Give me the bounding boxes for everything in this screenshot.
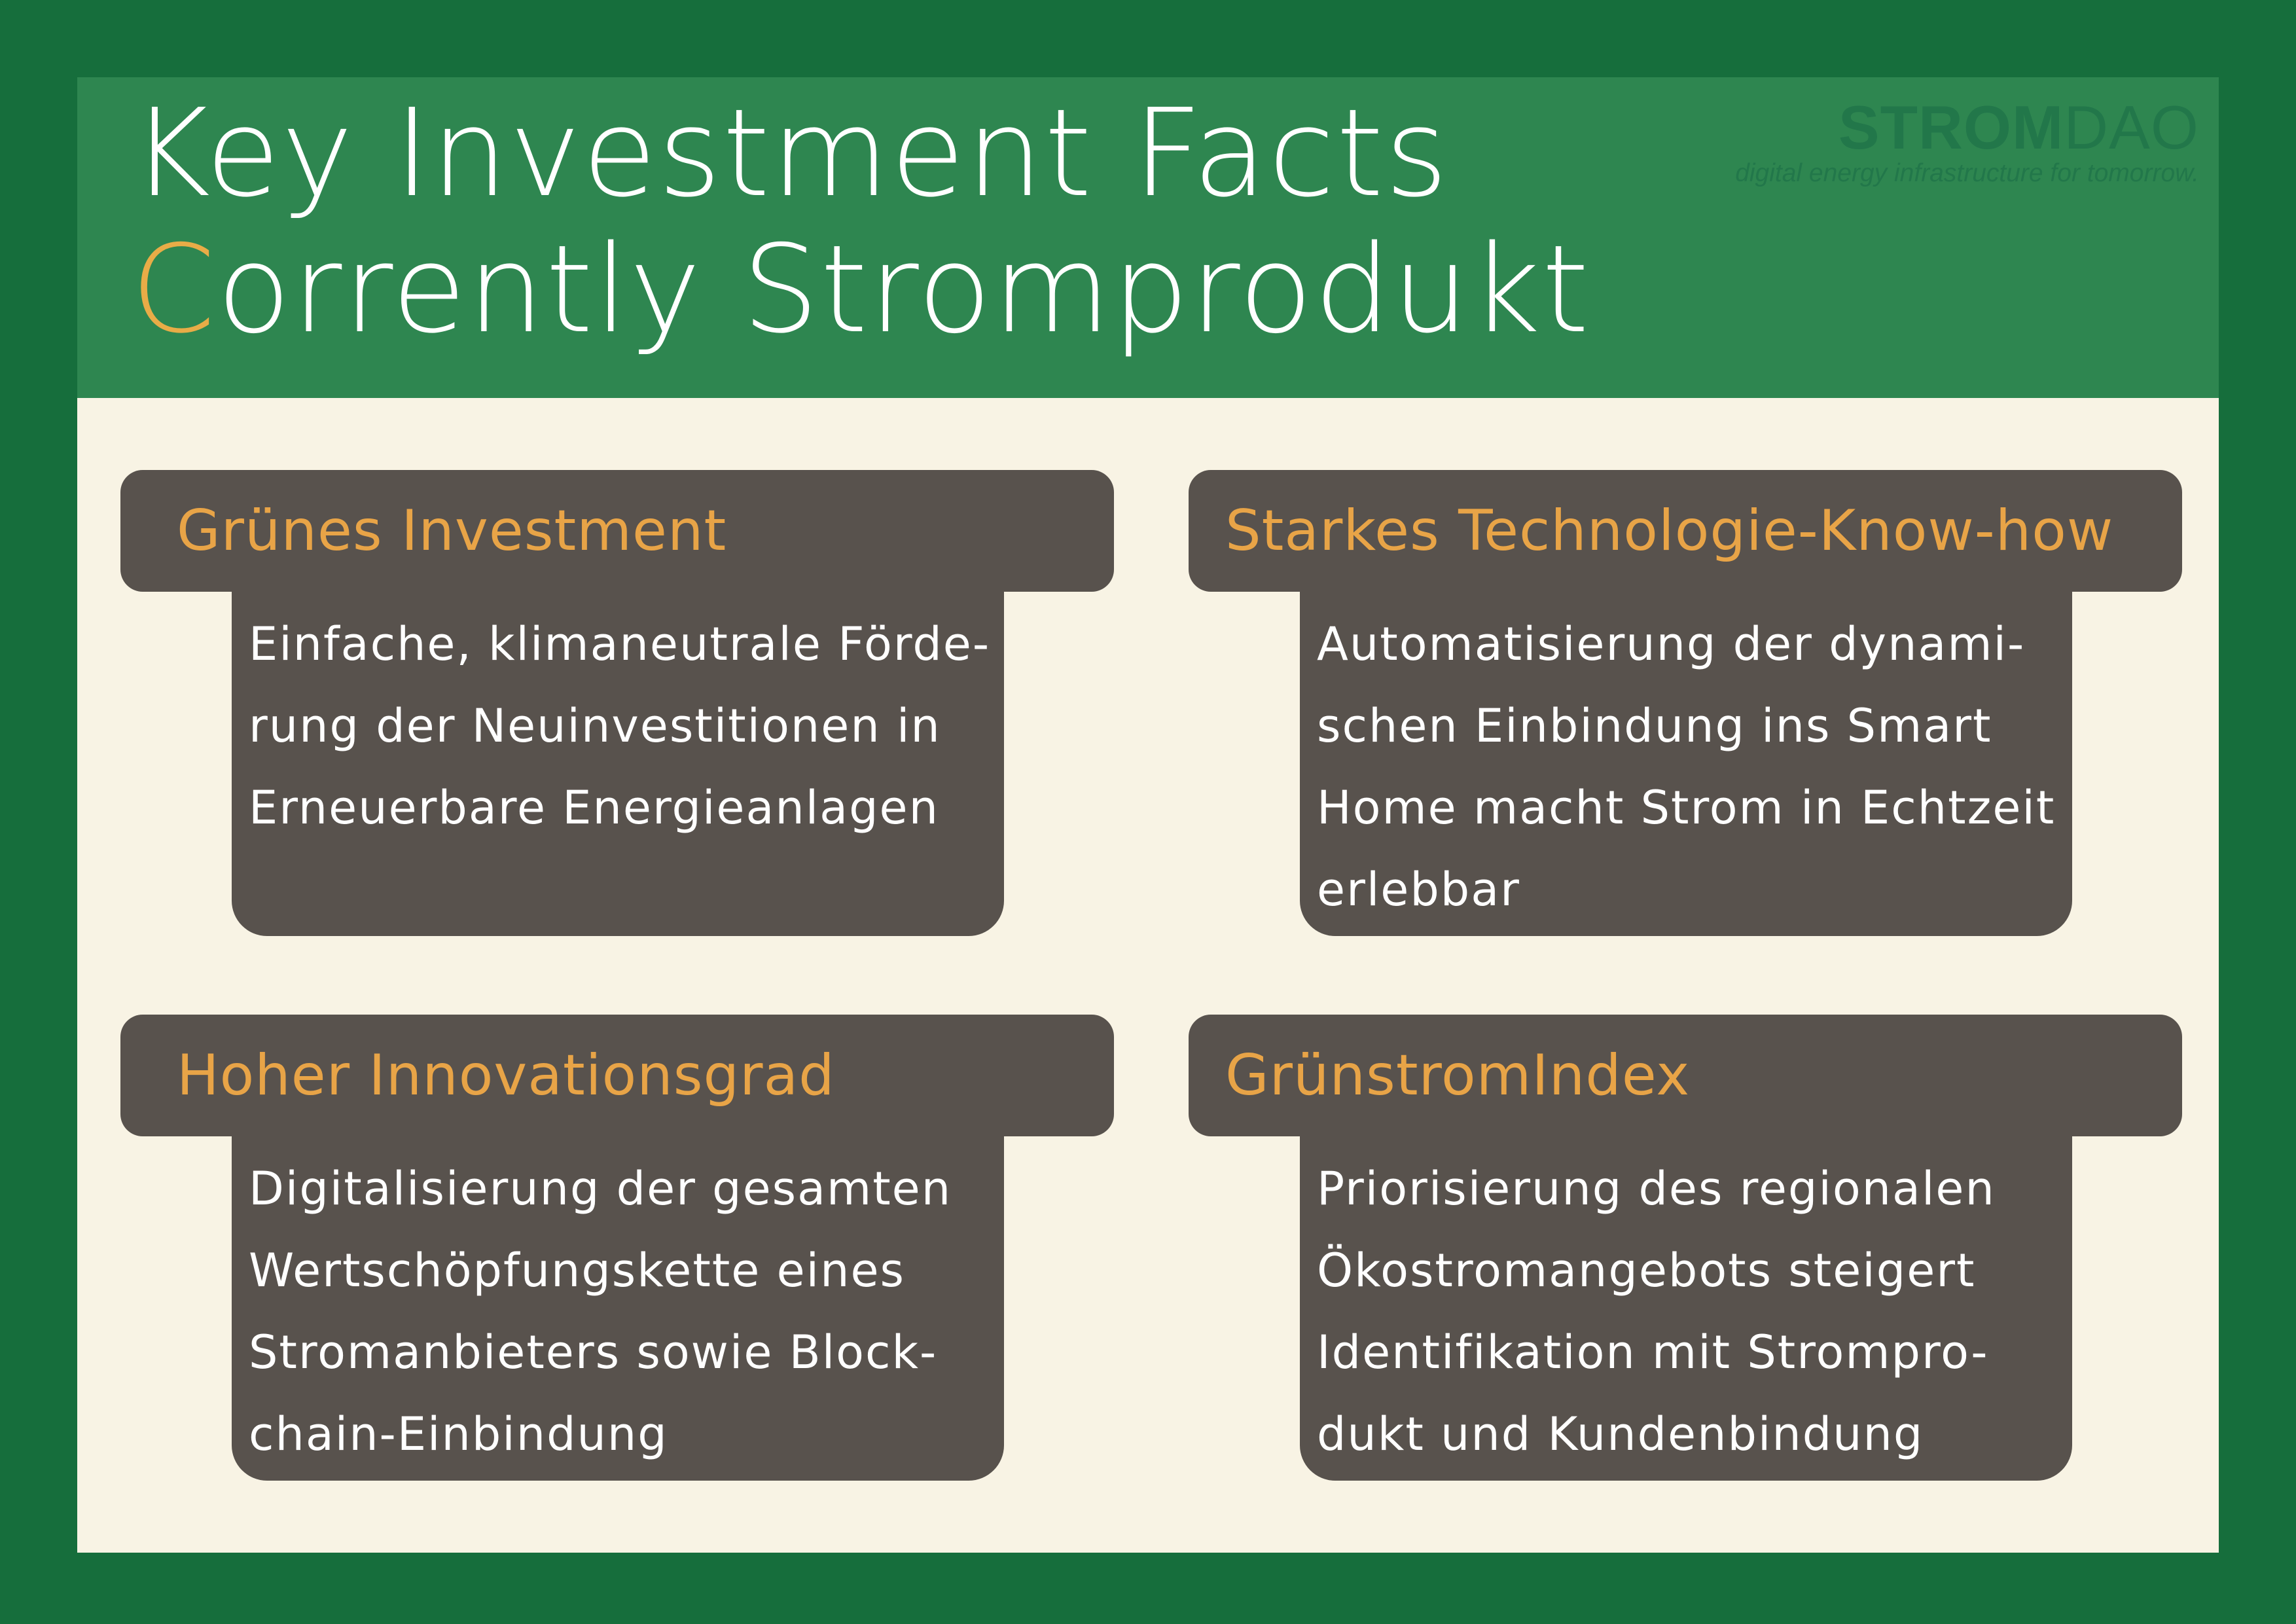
fact-card-line: Home macht Strom in Echtzeit [1317,767,2070,849]
fact-card-heading: Starkes Technologie-Know-how [1225,470,2113,592]
fact-card-line: dukt und Kundenbindung [1317,1394,2070,1475]
fact-card-line: Einfache, klimaneutrale Förde- [249,604,1001,685]
fact-card-line: Digitalisierung der gesamten [249,1148,1001,1230]
fact-card-line: chain-Einbindung [249,1394,1001,1475]
infographic-panel: Key Investment Facts Corrently Stromprod… [77,77,2219,1553]
fact-card-heading-box: Grünes Investment [120,470,1114,592]
fact-card-line: Erneuerbare Energieanlagen [249,767,1001,849]
page-title-line-1: Key Investment Facts [131,93,1449,214]
fact-card-line: schen Einbindung ins Smart [1317,685,2070,767]
fact-card-line: Ökostromangebots steigert [1317,1230,2070,1312]
fact-card-body: Digitalisierung der gesamten Wertschöpfu… [232,1136,1004,1481]
fact-card-body: Einfache, klimaneutrale Förde- rung der … [232,592,1004,936]
fact-card-line: erlebbar [1317,849,2070,931]
fact-card-line: Stromanbieters sowie Block- [249,1312,1001,1394]
fact-card-text: Automatisierung der dynami- schen Einbin… [1317,604,2070,931]
fact-card-line: Priorisierung des regionalen [1317,1148,2070,1230]
fact-card-text: Einfache, klimaneutrale Förde- rung der … [249,604,1001,849]
fact-card-text: Digitalisierung der gesamten Wertschöpfu… [249,1148,1001,1475]
fact-card-heading-box: GrünstromIndex [1189,1015,2182,1136]
brand-tagline: digital energy infrastructure for tomorr… [1735,160,2199,188]
fact-card-line: Automatisierung der dynami- [1317,604,2070,685]
header-band: Key Investment Facts Corrently Stromprod… [77,77,2219,398]
brand-wordmark-light: DAO [2064,93,2199,162]
fact-card-heading: Hoher Innovationsgrad [177,1015,835,1136]
page-title-line-2: Corrently Stromprodukt [131,229,1590,350]
title-accent-letter: C [131,219,217,360]
fact-card-line: rung der Neuinvestitionen in [249,685,1001,767]
fact-card-heading-box: Starkes Technologie-Know-how [1189,470,2182,592]
fact-card-body: Automatisierung der dynami- schen Einbin… [1300,592,2072,936]
fact-card-heading: Grünes Investment [177,470,726,592]
fact-card-line: Wertschöpfungskette eines [249,1230,1001,1312]
title-line-2-rest: orrently Stromprodukt [217,219,1590,360]
brand-wordmark-strong: STROM [1839,93,2064,162]
brand-logo: STROMDAO digital energy infrastructure f… [1735,97,2199,188]
fact-card-line: Identifikation mit Strompro- [1317,1312,2070,1394]
fact-card-body: Priorisierung des regionalen Ökostromang… [1300,1136,2072,1481]
fact-card-text: Priorisierung des regionalen Ökostromang… [1317,1148,2070,1475]
brand-wordmark: STROMDAO [1735,97,2199,158]
fact-card-heading-box: Hoher Innovationsgrad [120,1015,1114,1136]
fact-card-heading: GrünstromIndex [1225,1015,1690,1136]
